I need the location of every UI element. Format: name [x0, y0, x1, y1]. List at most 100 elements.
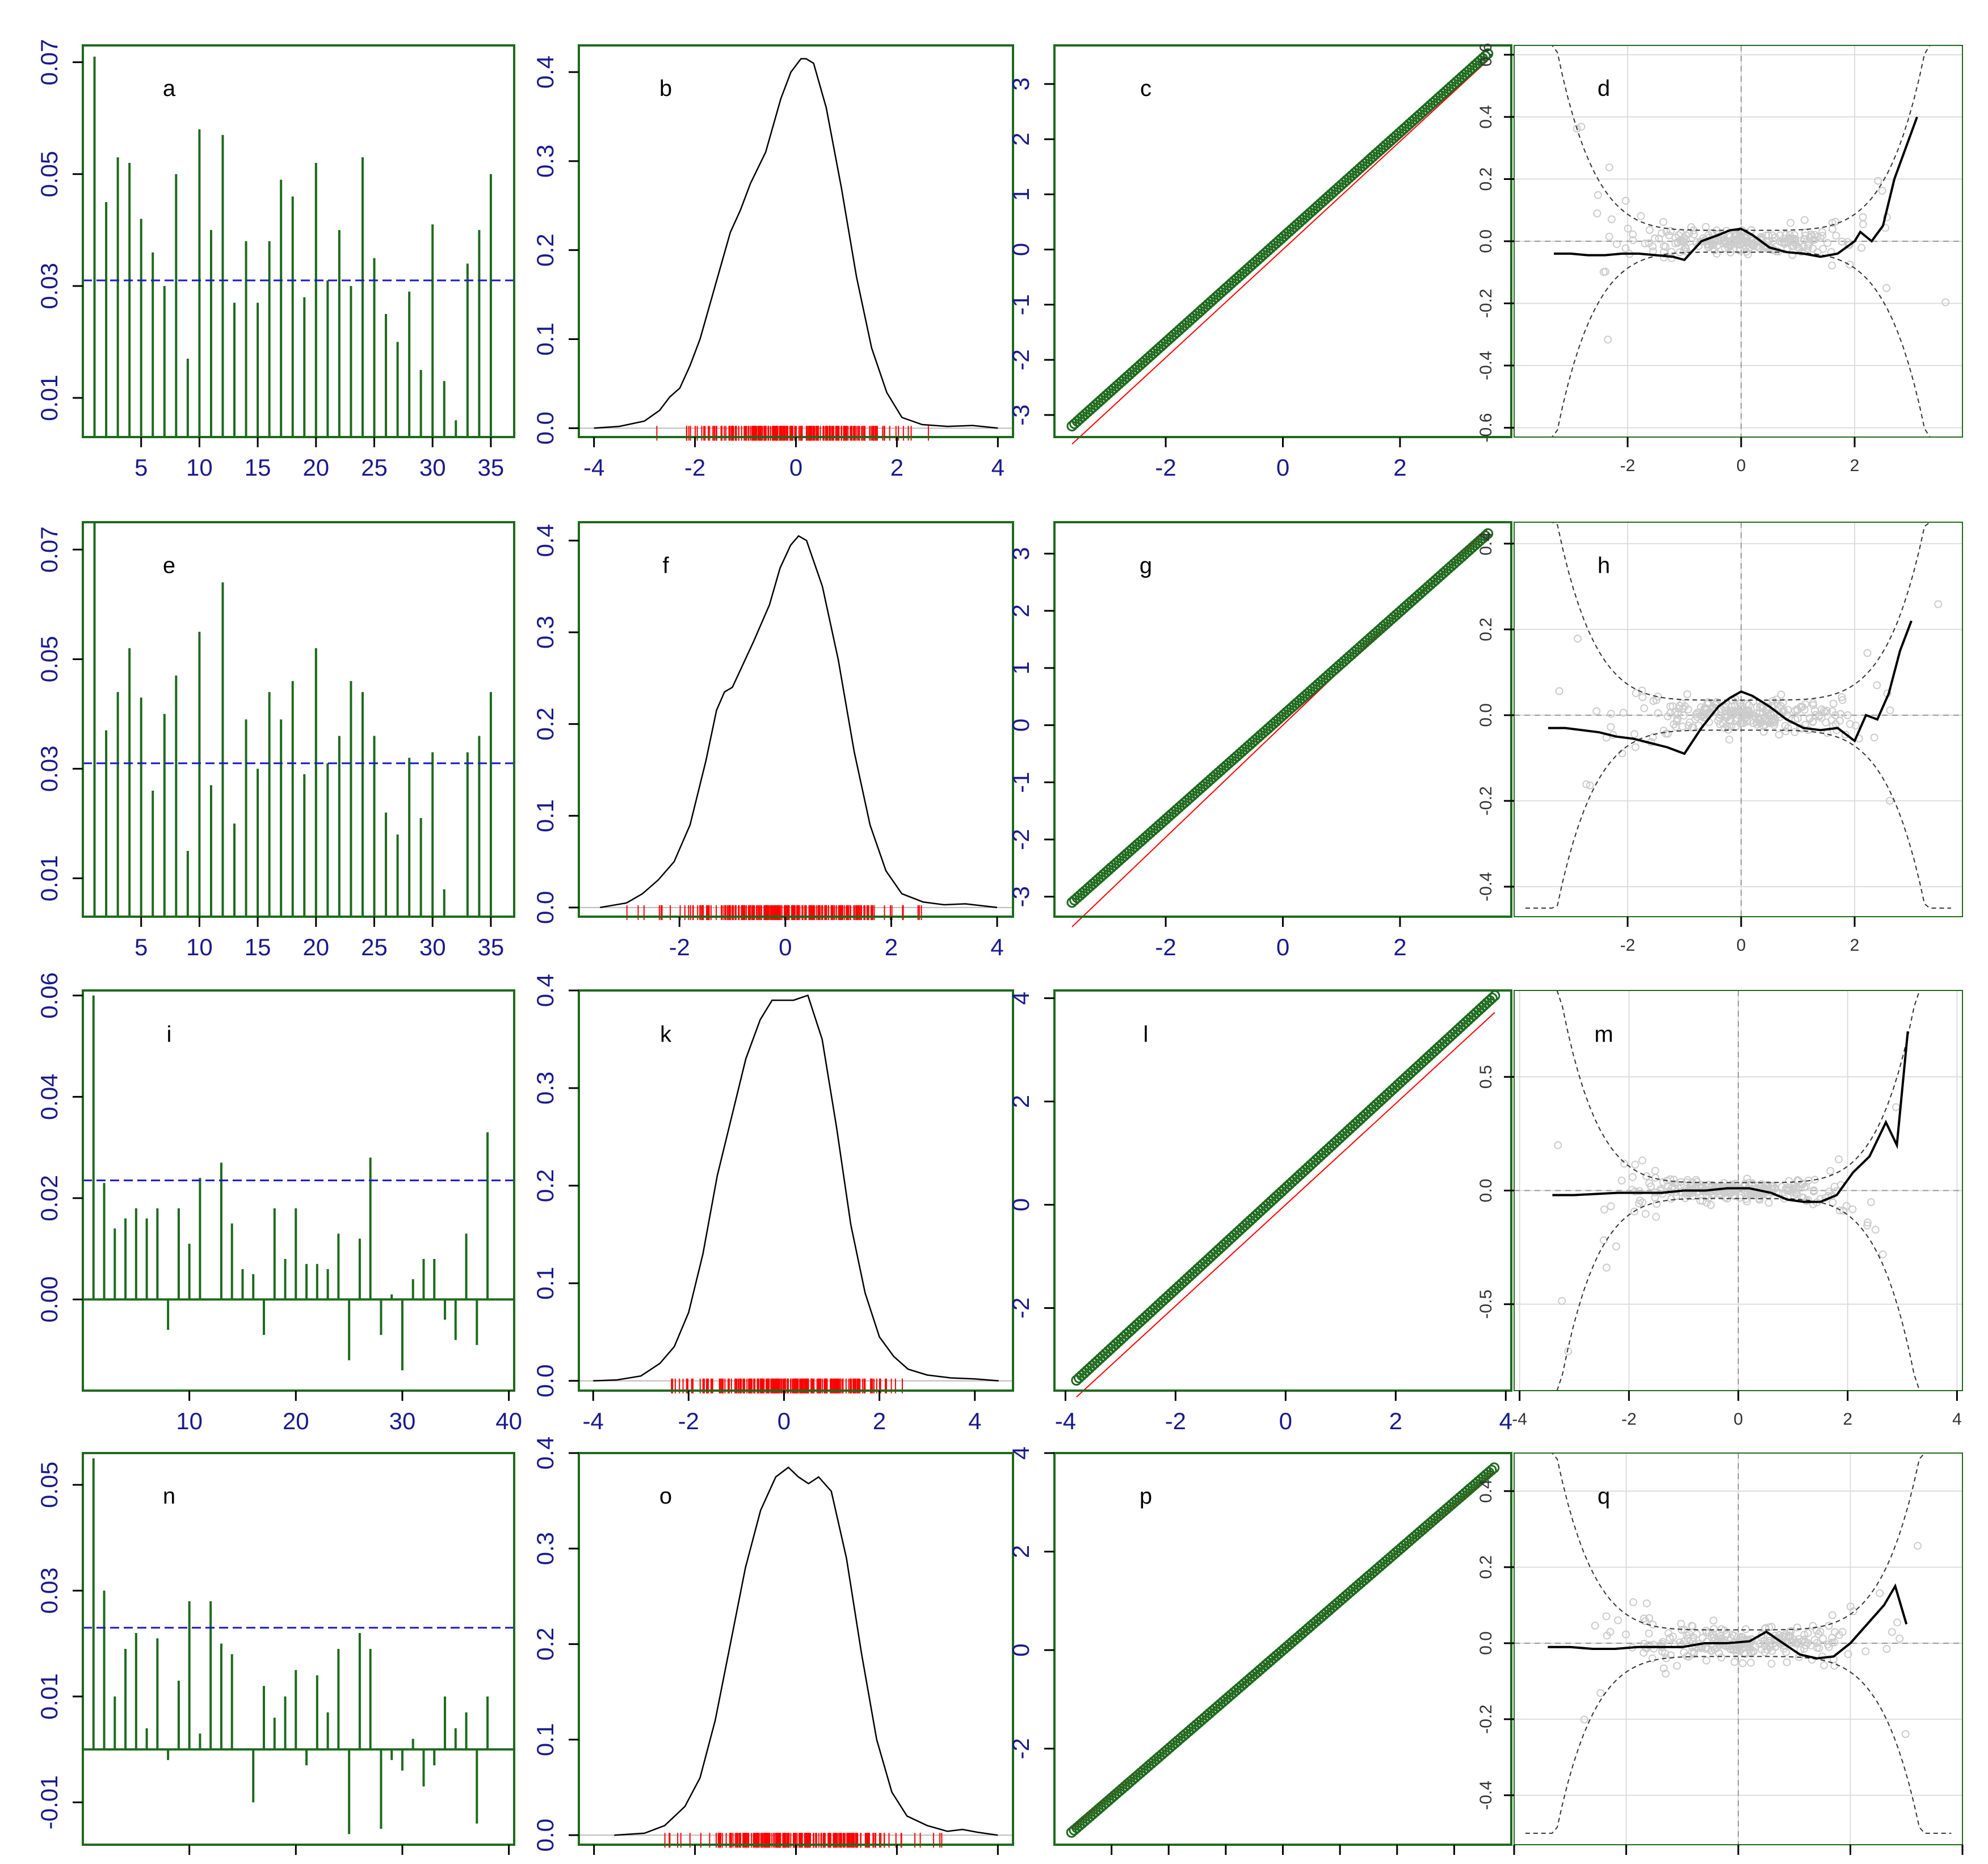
panel-h: -2 0 2 -0.4 -0.2 0.0 0.2 0.4 h — [1477, 522, 1963, 955]
worm-point — [1602, 1263, 1611, 1272]
worm-point — [1594, 191, 1602, 199]
y-tick-label: 0 — [1007, 1198, 1034, 1211]
worm-point — [1859, 220, 1867, 229]
worm-point — [1629, 230, 1637, 238]
worm-point — [1605, 163, 1613, 171]
worm-point — [1734, 707, 1743, 716]
worm-point — [1670, 1176, 1678, 1184]
worm-point — [1649, 733, 1657, 741]
worm-point — [1828, 1611, 1836, 1619]
panel-letter: h — [1598, 553, 1610, 578]
worm-point — [1716, 1190, 1724, 1199]
worm-point — [1741, 710, 1750, 719]
worm-point — [1682, 247, 1690, 256]
worm-point — [1769, 237, 1777, 245]
worm-point — [1810, 1186, 1818, 1195]
y-tick-label: 0.0 — [532, 412, 558, 444]
worm-point — [1763, 242, 1771, 250]
worm-point — [1878, 187, 1886, 195]
panel-letter: o — [659, 1484, 672, 1509]
panel-i: 10 20 30 40 0.00 0.02 0.04 0.06 i — [36, 972, 522, 1434]
worm-point — [1591, 1622, 1599, 1630]
plot-frame — [578, 521, 1014, 918]
worm-point — [1573, 124, 1581, 133]
panel-e: 5 10 15 20 25 30 35 0.01 0.03 0.05 0.07 e — [36, 521, 515, 960]
y-tick-label: 0.06 — [36, 972, 62, 1019]
worm-point — [1630, 1207, 1638, 1216]
x-tick-label: 0 — [789, 454, 802, 481]
worm-point — [1809, 1622, 1817, 1630]
worm-point — [1871, 1225, 1880, 1234]
worm-point — [1764, 231, 1773, 240]
worm-point — [1791, 707, 1800, 715]
density-line — [594, 58, 998, 429]
plot-frame — [578, 1452, 1014, 1846]
worm-point — [1874, 177, 1882, 185]
ci-lower — [1525, 1656, 1952, 1834]
x-tick-label: 15 — [245, 934, 271, 960]
x-tick-label: 30 — [389, 1408, 416, 1434]
panel-letter: n — [163, 1484, 175, 1509]
worm-point — [1717, 1625, 1726, 1634]
worm-point — [1823, 707, 1831, 715]
worm-point — [1849, 1607, 1857, 1615]
worm-point — [1686, 718, 1694, 727]
worm-point — [1863, 649, 1872, 657]
x-tick-label: -2 — [1165, 1408, 1186, 1434]
worm-point — [1809, 717, 1817, 725]
worm-point — [1804, 1639, 1812, 1647]
worm-point — [1768, 1647, 1776, 1655]
worm-point — [1792, 1190, 1800, 1198]
worm-point — [1796, 1645, 1805, 1654]
worm-point — [1688, 1622, 1696, 1630]
worm-point — [1642, 1172, 1651, 1181]
worm-point — [1607, 215, 1616, 224]
x-tick-label: -2 — [1621, 1410, 1637, 1429]
qq-points — [1066, 48, 1494, 432]
worm-point — [1861, 1647, 1870, 1656]
x-tick-label: -2 — [669, 934, 690, 960]
worm-point — [1846, 261, 1854, 269]
worm-point — [1641, 1210, 1650, 1218]
worm-point — [1801, 228, 1809, 237]
y-tick-label: -1 — [1007, 294, 1034, 315]
x-tick-label: -2 — [1620, 456, 1636, 475]
y-tick-label: 0 — [1007, 719, 1034, 732]
plot-frame — [1514, 522, 1963, 917]
worm-point — [1654, 709, 1662, 717]
worm-point — [1804, 1629, 1812, 1638]
worm-point — [1558, 1296, 1566, 1305]
worm-point — [1681, 1194, 1689, 1202]
y-tick-label: -0.4 — [1477, 351, 1495, 380]
worm-point — [1605, 232, 1613, 241]
y-tick-label: -0.2 — [1477, 786, 1495, 816]
worm-point — [1888, 1628, 1896, 1636]
worm-point — [1701, 222, 1710, 231]
worm-point — [1659, 242, 1668, 250]
x-tick-label: 2 — [1850, 456, 1860, 475]
qq-point — [1489, 1462, 1500, 1473]
y-tick-label: -0.4 — [1477, 1781, 1495, 1810]
worm-point — [1733, 235, 1741, 244]
x-tick-label: -2 — [1155, 454, 1176, 481]
worm-point — [1797, 247, 1806, 256]
worm-point — [1867, 1198, 1875, 1207]
worm-point — [1777, 690, 1785, 699]
qq-points — [1066, 1462, 1500, 1838]
worm-point — [1728, 702, 1736, 711]
x-tick-label: 2 — [1843, 1410, 1852, 1429]
worm-point — [1844, 1650, 1852, 1659]
worm-line — [1552, 1031, 1909, 1203]
worm-points — [1573, 123, 1950, 344]
worm-point — [1679, 704, 1687, 712]
x-tick-label: 0 — [779, 934, 792, 960]
worm-point — [1666, 226, 1675, 235]
worm-point — [1835, 1206, 1844, 1215]
worm-point — [1662, 729, 1670, 738]
worm-point — [1870, 733, 1878, 742]
worm-point — [1775, 731, 1783, 739]
worm-point — [1652, 1212, 1661, 1221]
worm-point — [1821, 708, 1830, 716]
worm-point — [1851, 721, 1860, 730]
x-tick-label: 2 — [1850, 936, 1860, 955]
